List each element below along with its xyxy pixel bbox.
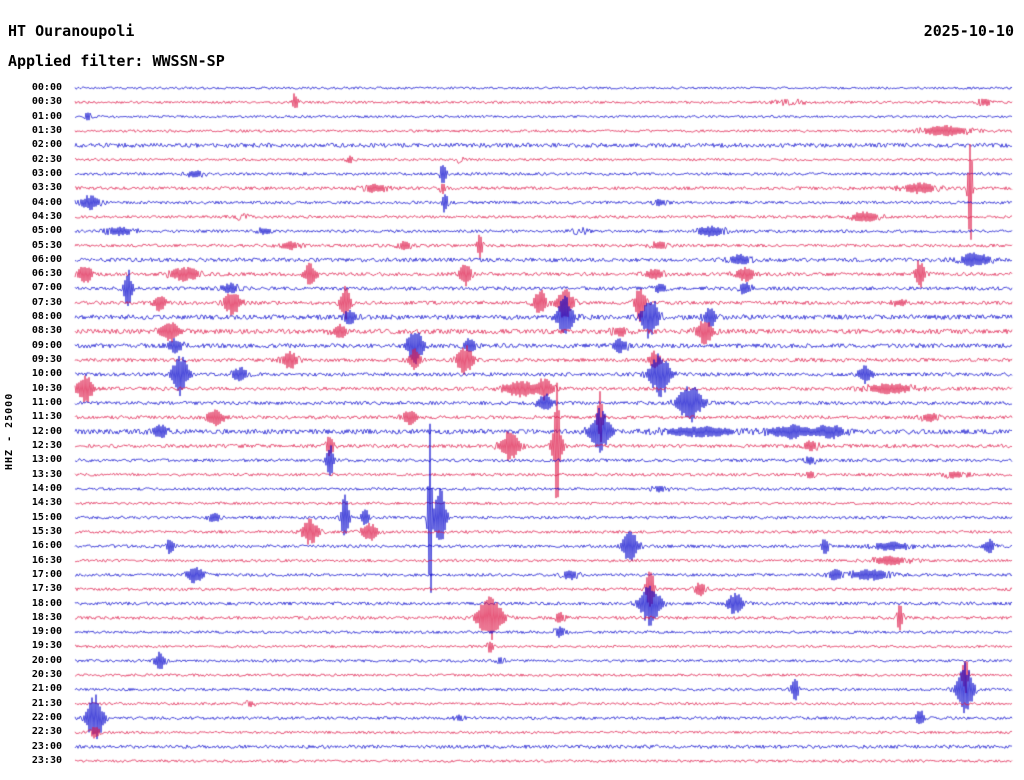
- time-label: 12:30: [31, 440, 62, 451]
- time-label: 06:30: [31, 268, 62, 280]
- time-label: 01:30: [31, 124, 62, 136]
- time-label: 14:30: [31, 497, 62, 509]
- time-label: 20:00: [31, 654, 62, 666]
- time-label: 13:30: [31, 468, 62, 480]
- time-label: 22:30: [31, 726, 62, 738]
- time-label: 11:00: [31, 397, 62, 409]
- time-label: 07:30: [31, 296, 62, 308]
- time-label: 09:30: [31, 354, 62, 366]
- time-label: 10:30: [31, 382, 62, 394]
- record-date: 2025-10-10: [923, 22, 1014, 40]
- time-label: 05:30: [31, 239, 62, 251]
- applied-filter-label: Applied filter: WWSSN-SP: [8, 52, 225, 70]
- channel-scale-label: HHZ - 25000: [4, 392, 15, 470]
- time-label: 00:00: [31, 82, 62, 93]
- time-label: 17:30: [31, 583, 62, 595]
- time-label: 03:30: [31, 182, 62, 194]
- time-label: 01:00: [31, 110, 62, 122]
- time-label: 04:30: [31, 210, 62, 222]
- time-label: 10:00: [31, 368, 62, 380]
- time-label: 15:00: [31, 511, 62, 523]
- time-label: 03:00: [31, 167, 62, 179]
- time-label: 20:30: [31, 669, 62, 681]
- time-label: 02:00: [31, 139, 62, 151]
- time-label: 09:00: [31, 339, 62, 351]
- time-label: 11:30: [31, 411, 62, 423]
- time-label: 18:00: [31, 597, 62, 609]
- time-label: 07:00: [31, 282, 62, 294]
- time-label: 04:00: [31, 196, 62, 208]
- time-label: 18:30: [31, 611, 62, 623]
- time-label: 14:00: [31, 482, 62, 494]
- time-label: 02:30: [31, 153, 62, 165]
- time-label: 08:00: [31, 311, 62, 323]
- time-label: 19:00: [31, 626, 62, 638]
- time-label: 00:30: [31, 96, 62, 108]
- time-label: 15:30: [31, 525, 62, 537]
- time-label: 21:30: [31, 697, 62, 709]
- time-label: 19:30: [31, 640, 62, 652]
- time-label: 23:00: [31, 740, 62, 752]
- time-label: 12:00: [31, 425, 62, 437]
- station-title: HT Ouranoupoli: [8, 22, 135, 40]
- time-label: 22:00: [31, 712, 62, 724]
- time-label: 06:00: [31, 253, 62, 265]
- time-label: 23:30: [31, 755, 62, 767]
- time-label: 05:00: [31, 225, 62, 237]
- time-label: 16:00: [31, 540, 62, 552]
- time-label: 13:00: [31, 454, 62, 466]
- time-label: 16:30: [31, 554, 62, 566]
- time-label: 08:30: [31, 325, 62, 337]
- time-label: 21:00: [31, 683, 62, 695]
- time-label: 17:00: [31, 568, 62, 580]
